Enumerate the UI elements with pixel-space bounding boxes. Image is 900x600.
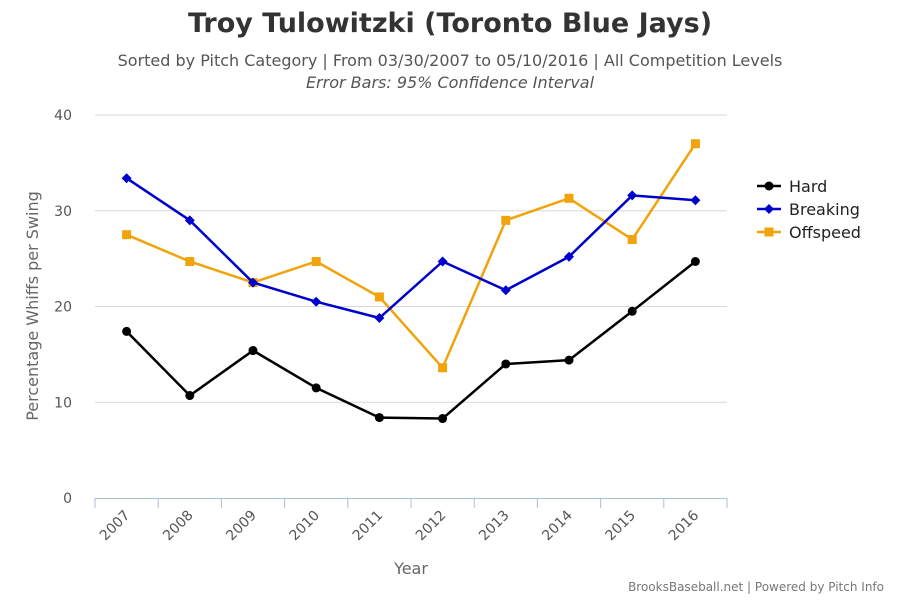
point-hard[interactable] xyxy=(690,256,700,266)
point-offspeed[interactable] xyxy=(627,234,637,244)
y-tick-label: 20 xyxy=(54,300,72,316)
point-offspeed[interactable] xyxy=(374,292,384,302)
x-tick-label: 2008 xyxy=(160,508,197,545)
x-tick-label: 2015 xyxy=(603,508,640,545)
point-offspeed[interactable] xyxy=(501,215,511,225)
series-line-offspeed xyxy=(126,143,697,370)
chart-subtitle: Sorted by Pitch Category | From 03/30/20… xyxy=(117,51,783,70)
point-breaking[interactable] xyxy=(500,285,511,296)
point-breaking[interactable] xyxy=(121,173,132,184)
point-hard[interactable] xyxy=(501,359,511,369)
point-hard[interactable] xyxy=(122,326,132,336)
point-hard[interactable] xyxy=(627,306,637,316)
point-hard[interactable] xyxy=(374,413,384,423)
point-offspeed[interactable] xyxy=(122,230,132,240)
point-offspeed[interactable] xyxy=(438,363,448,373)
legend-item-breaking[interactable]: Breaking xyxy=(757,200,860,219)
x-axis-title: Year xyxy=(393,559,428,578)
point-hard[interactable] xyxy=(185,391,195,401)
point-offspeed[interactable] xyxy=(690,139,700,149)
x-tick-label: 2010 xyxy=(287,508,324,545)
point-breaking[interactable] xyxy=(184,215,195,226)
legend-label: Breaking xyxy=(789,200,860,219)
point-breaking[interactable] xyxy=(248,277,258,288)
x-tick-label: 2009 xyxy=(223,508,260,545)
point-offspeed[interactable] xyxy=(311,256,321,266)
legend-marker[interactable] xyxy=(764,181,774,191)
point-breaking[interactable] xyxy=(374,312,385,323)
x-tick-label: 2014 xyxy=(539,507,576,544)
point-breaking[interactable] xyxy=(690,195,701,206)
point-offspeed[interactable] xyxy=(185,256,195,266)
series-hard xyxy=(122,256,700,424)
y-tick-label: 40 xyxy=(54,108,72,124)
x-axis: 2007 2008 2009 2010 2011 2012 2013 2014 2015 2016 xyxy=(94,498,728,545)
series-offspeed xyxy=(122,139,700,373)
point-breaking[interactable] xyxy=(564,251,574,262)
point-breaking[interactable] xyxy=(311,296,322,307)
point-hard[interactable] xyxy=(311,383,321,393)
legend-marker[interactable] xyxy=(764,204,774,214)
legend-label: Offspeed xyxy=(789,223,861,242)
y-tick-label: 30 xyxy=(54,204,72,220)
y-axis-ticks: 0 10 20 30 40 xyxy=(54,108,72,507)
legend-label: Hard xyxy=(789,177,827,196)
credits[interactable]: BrooksBaseball.net | Powered by Pitch In… xyxy=(628,580,884,594)
point-breaking[interactable] xyxy=(437,256,448,267)
legend-marker[interactable] xyxy=(764,227,774,237)
y-tick-label: 0 xyxy=(63,491,72,507)
x-tick-label: 2012 xyxy=(413,508,450,545)
point-hard[interactable] xyxy=(248,346,258,356)
x-tick-label: 2016 xyxy=(666,507,703,544)
x-tick-label: 2011 xyxy=(350,508,387,545)
series-group xyxy=(121,139,701,424)
chart-title: Troy Tulowitzki (Toronto Blue Jays) xyxy=(187,8,713,39)
legend[interactable]: Hard Breaking Offspeed xyxy=(757,177,861,242)
gridlines xyxy=(95,114,727,403)
legend-item-offspeed[interactable]: Offspeed xyxy=(757,223,861,242)
series-breaking xyxy=(121,173,701,323)
y-tick-label: 10 xyxy=(54,395,72,411)
legend-item-hard[interactable]: Hard xyxy=(757,177,827,196)
point-breaking[interactable] xyxy=(627,190,638,201)
y-axis-title: Percentage Whiffs per Swing xyxy=(23,191,42,421)
chart-subtitle-error-bars: Error Bars: 95% Confidence Interval xyxy=(305,73,595,92)
series-line-breaking xyxy=(125,177,696,320)
point-offspeed[interactable] xyxy=(564,193,574,203)
x-tick-label: 2007 xyxy=(97,508,134,545)
point-hard[interactable] xyxy=(438,414,448,424)
x-tick-label: 2013 xyxy=(476,508,513,545)
point-hard[interactable] xyxy=(564,355,574,365)
series-line-hard xyxy=(125,260,697,420)
